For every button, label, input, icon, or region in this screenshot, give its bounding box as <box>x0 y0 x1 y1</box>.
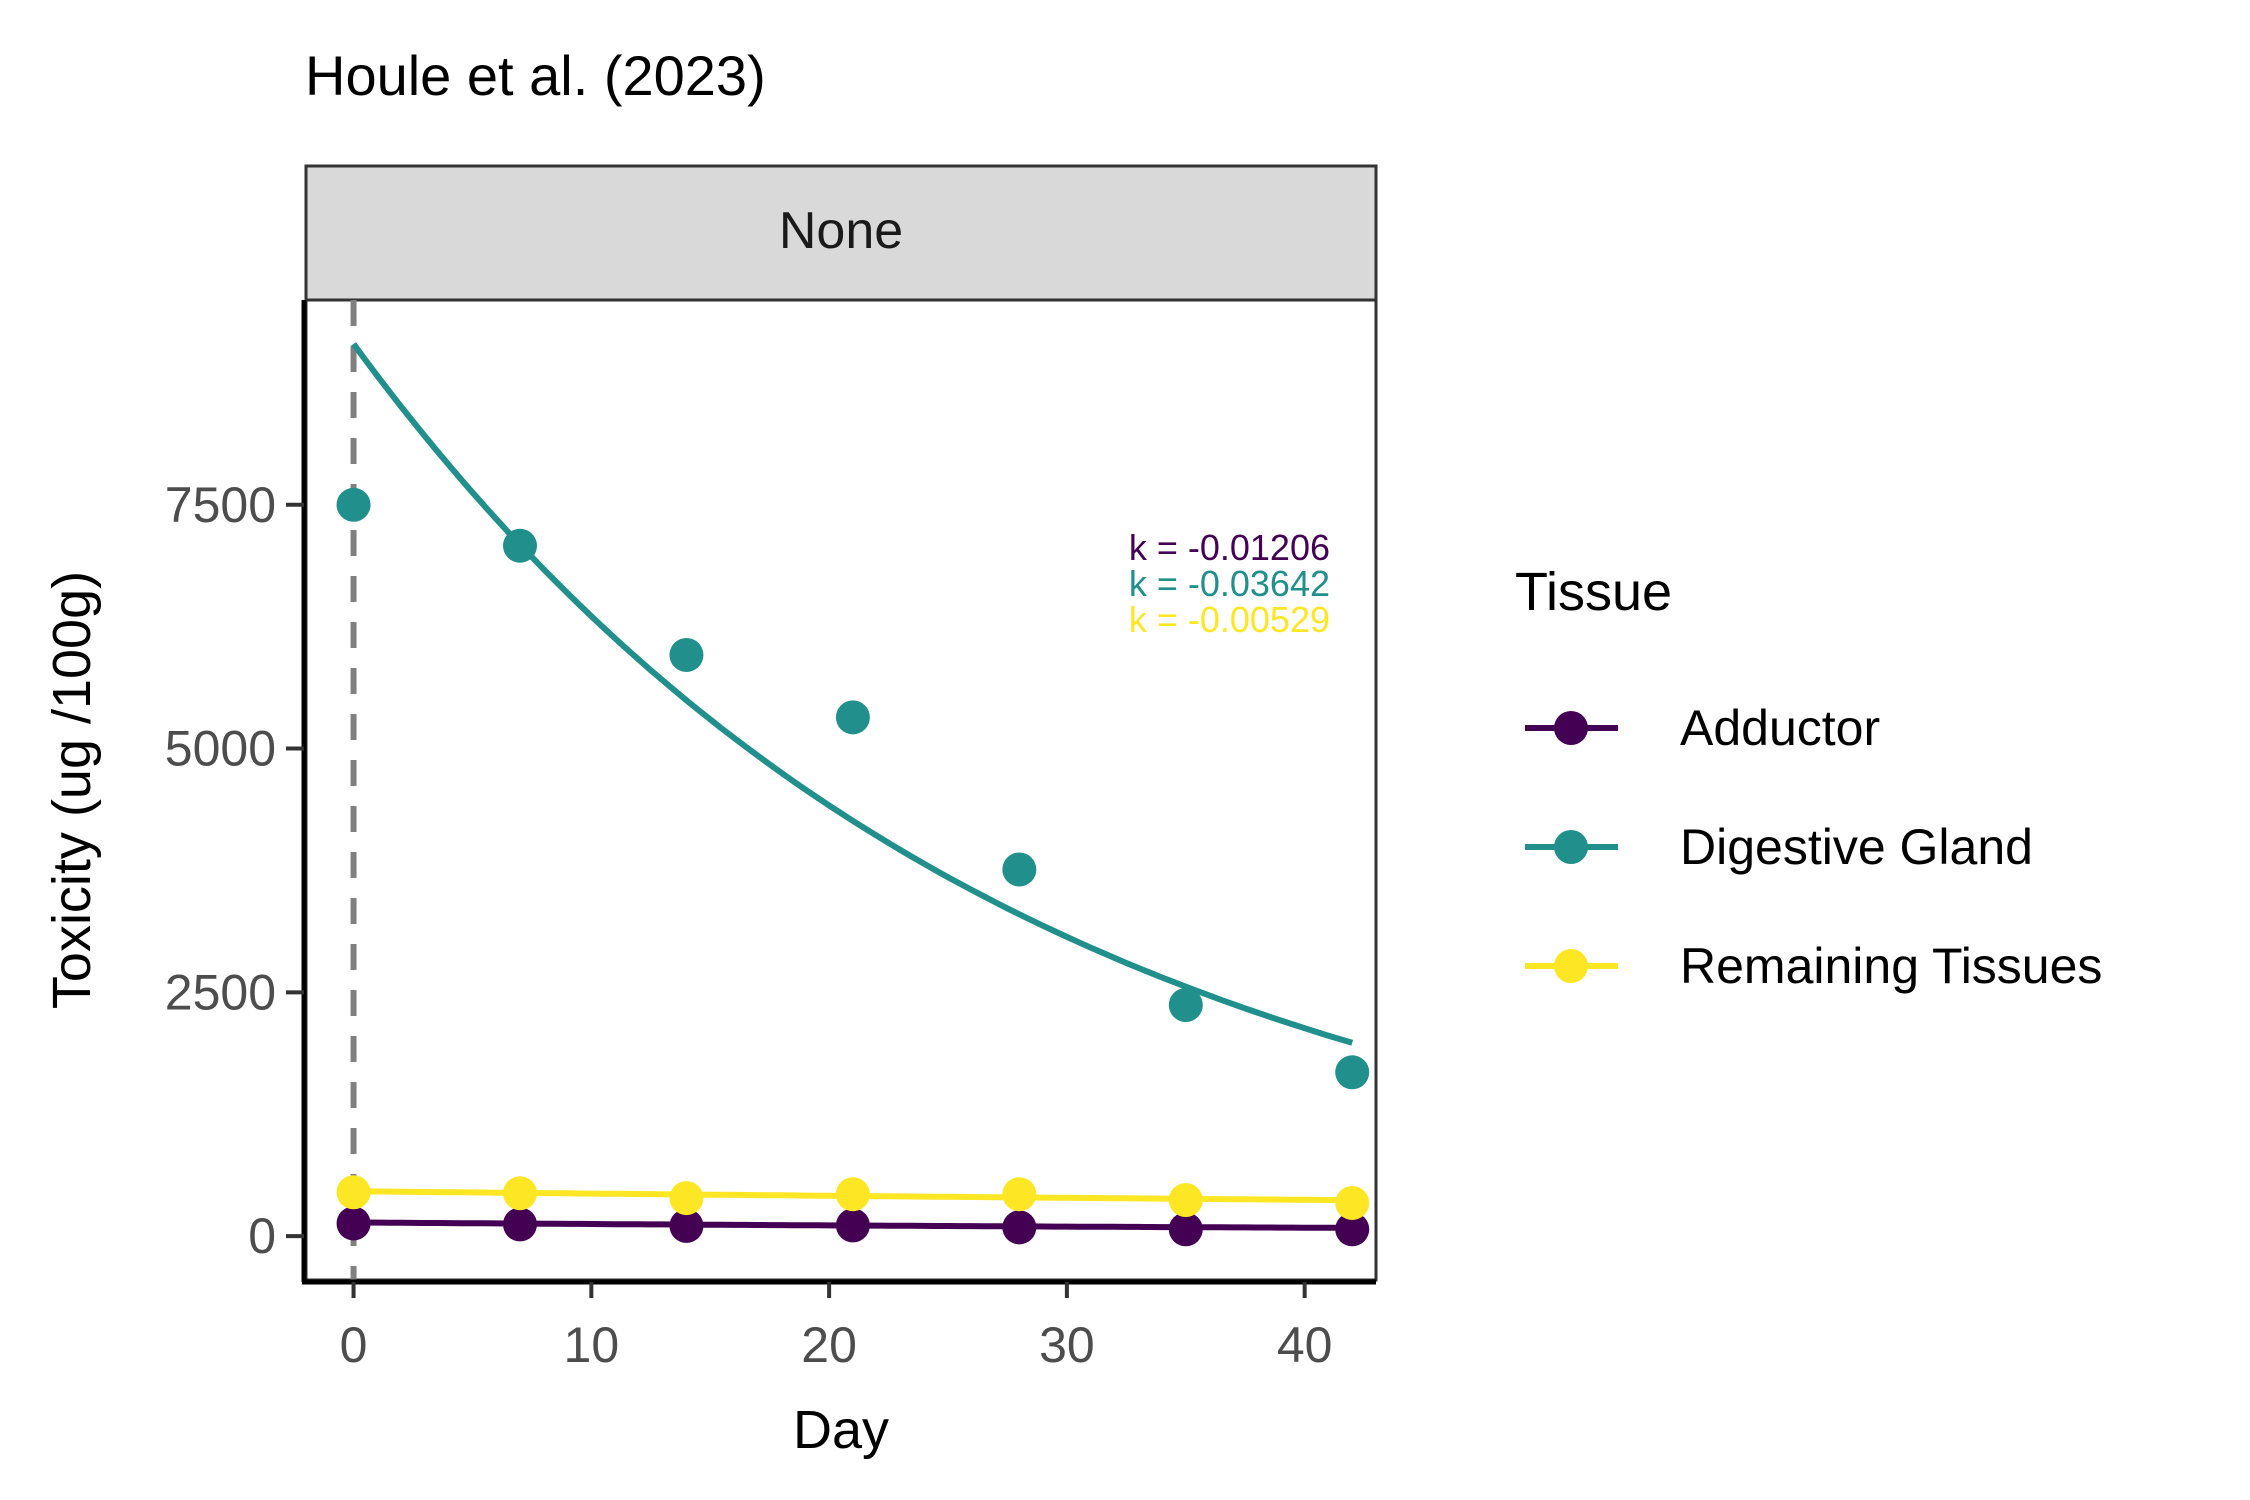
x-tick-label: 20 <box>801 1317 857 1373</box>
data-point <box>503 1207 537 1242</box>
legend-title: Tissue <box>1515 562 1672 622</box>
data-point <box>669 1208 704 1243</box>
chart-title: Houle et al. (2023) <box>305 44 766 107</box>
data-point <box>1335 1055 1370 1090</box>
y-tick-label: 5000 <box>165 721 276 777</box>
data-point <box>1335 1212 1370 1247</box>
data-point <box>835 1177 870 1212</box>
k-label: k = -0.03642 <box>1129 563 1330 604</box>
data-point <box>1168 988 1203 1023</box>
legend-item-label: Adductor <box>1680 700 1880 756</box>
y-axis-ticks: 0 2500 5000 7500 <box>165 477 304 1264</box>
legend-item-label: Remaining Tissues <box>1680 938 2102 994</box>
y-tick-label: 7500 <box>165 477 276 533</box>
x-axis-label: Day <box>793 1400 889 1460</box>
legend-item-label: Digestive Gland <box>1680 819 2033 875</box>
legend-key-point <box>1554 711 1588 745</box>
k-label: k = -0.00529 <box>1129 599 1330 640</box>
x-tick-label: 40 <box>1277 1317 1333 1373</box>
k-label: k = -0.01206 <box>1129 527 1330 568</box>
y-tick-label: 0 <box>248 1208 276 1264</box>
y-tick-label: 2500 <box>165 964 276 1020</box>
data-point <box>669 637 704 672</box>
y-axis-label: Toxicity (ug /100g) <box>42 571 102 1009</box>
facet-strip <box>304 164 1378 302</box>
data-point <box>336 1175 371 1210</box>
data-point <box>336 1206 371 1241</box>
data-point <box>669 1181 704 1216</box>
data-point <box>835 1208 870 1243</box>
x-tick-label: 30 <box>1039 1317 1095 1373</box>
x-tick-label: 0 <box>340 1317 368 1373</box>
legend-key-point <box>1554 830 1588 864</box>
data-point <box>1168 1212 1203 1247</box>
plot-panel <box>304 298 1378 1282</box>
x-tick-label: 10 <box>564 1317 620 1373</box>
data-point <box>503 528 537 563</box>
data-point <box>1002 1177 1037 1212</box>
legend-key-point <box>1554 949 1588 983</box>
data-point <box>1168 1183 1203 1218</box>
data-point <box>503 1176 537 1211</box>
x-axis-ticks: 0 10 20 30 40 <box>340 1282 1333 1373</box>
facet-label: None <box>779 202 903 260</box>
data-points-layer <box>336 487 1370 1247</box>
data-point <box>1335 1185 1370 1220</box>
legend: Adductor Digestive Gland Remaining Tissues <box>1525 700 2102 994</box>
data-point <box>835 700 870 735</box>
data-point <box>1002 1210 1037 1245</box>
data-point <box>1002 852 1037 887</box>
data-point <box>336 487 371 522</box>
